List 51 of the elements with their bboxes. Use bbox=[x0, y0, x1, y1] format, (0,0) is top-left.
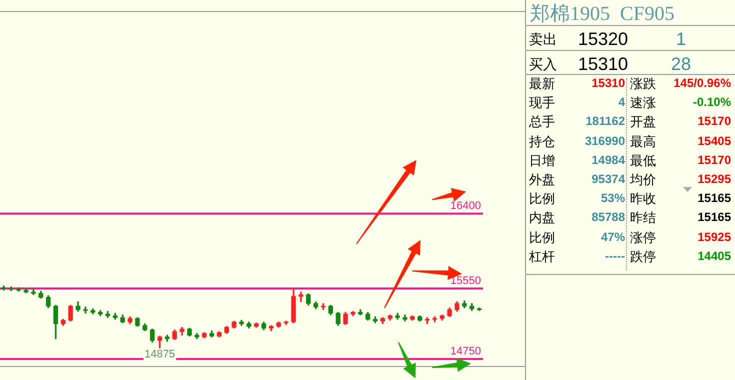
text: 53% bbox=[600, 191, 625, 206]
text: 47% bbox=[600, 230, 625, 244]
text: 14984 bbox=[592, 152, 625, 167]
text: 15310 bbox=[592, 76, 625, 90]
annotation: 14875 bbox=[144, 348, 176, 360]
text: 涨停 bbox=[630, 228, 656, 247]
ref-line-label: 14750 bbox=[450, 345, 481, 358]
text: 15170 bbox=[698, 114, 731, 128]
text: 比例 bbox=[529, 190, 555, 208]
text: 15320 bbox=[578, 29, 628, 50]
text: 昨收 bbox=[630, 190, 656, 208]
text: 外盘 bbox=[529, 171, 555, 189]
text: 杠杆 bbox=[529, 248, 555, 266]
text: 4 bbox=[618, 95, 625, 110]
text: 15170 bbox=[698, 152, 731, 167]
text: 比例 bbox=[529, 228, 555, 247]
text: 现手 bbox=[529, 94, 555, 112]
text: 总手 bbox=[529, 113, 555, 132]
text: 1 bbox=[676, 29, 686, 50]
ref-line-label: 15550 bbox=[450, 275, 481, 288]
text: 14405 bbox=[698, 248, 731, 263]
text: 最新 bbox=[529, 75, 555, 93]
ref-line-label: 16400 bbox=[450, 200, 481, 212]
text: 持仓 bbox=[529, 132, 555, 151]
text: 昨结 bbox=[630, 209, 656, 228]
text: 内盘 bbox=[529, 209, 555, 228]
text: 涨跌 bbox=[630, 75, 656, 93]
text: 28 bbox=[671, 54, 692, 75]
text: 开盘 bbox=[630, 113, 656, 132]
text: 316990 bbox=[584, 134, 625, 148]
text: 95374 bbox=[592, 172, 625, 186]
text: 最高 bbox=[630, 132, 656, 151]
text: -0.10% bbox=[692, 95, 731, 110]
text: 15925 bbox=[698, 230, 731, 244]
text: 181162 bbox=[586, 114, 625, 128]
text: 15295 bbox=[698, 172, 731, 186]
text: 卖出 bbox=[529, 31, 557, 49]
text: 跌停 bbox=[630, 248, 656, 266]
text: 145/0.96% bbox=[674, 76, 731, 90]
text: 85788 bbox=[592, 210, 625, 224]
text: 速涨 bbox=[630, 94, 656, 112]
text: 最低 bbox=[630, 152, 656, 170]
text: ----- bbox=[605, 248, 625, 263]
text: 买入 bbox=[529, 56, 557, 74]
text: 15310 bbox=[578, 54, 628, 75]
text: 15165 bbox=[698, 210, 731, 224]
text: 15405 bbox=[698, 134, 731, 148]
text: 日增 bbox=[529, 152, 555, 170]
text: 郑棉1905 CF905 bbox=[530, 2, 674, 27]
text: 均价 bbox=[630, 171, 656, 189]
text: 15165 bbox=[698, 191, 731, 206]
